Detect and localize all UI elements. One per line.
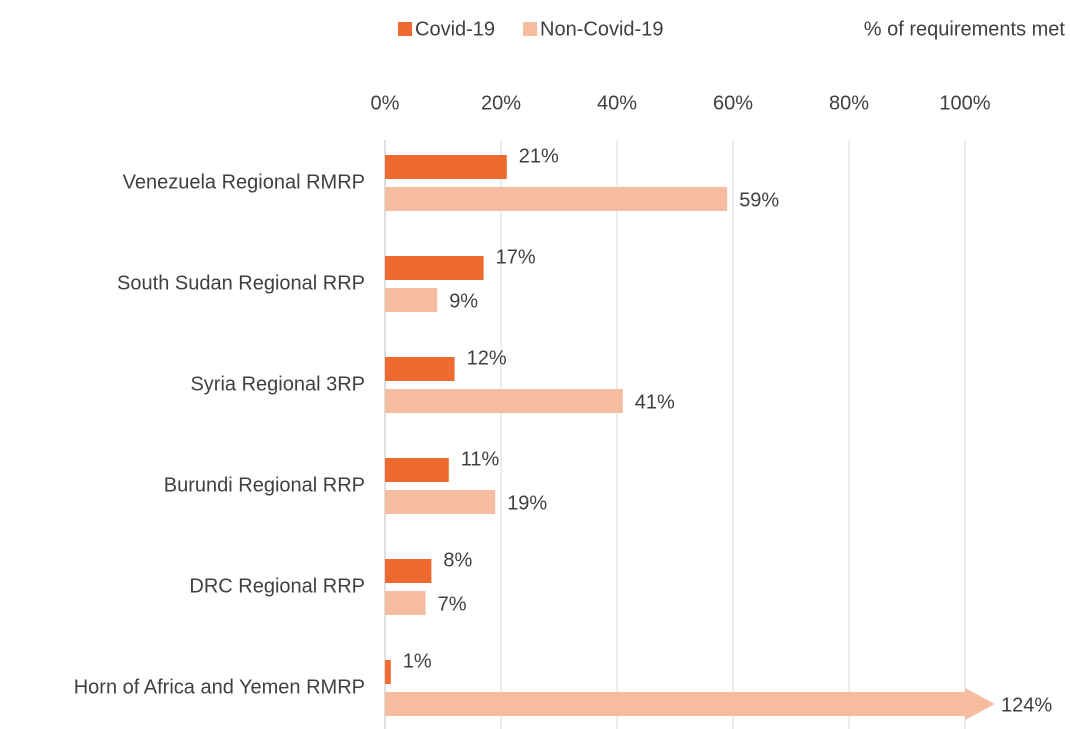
y-tick-label: Venezuela Regional RMRP [123, 171, 365, 193]
bar [385, 490, 496, 514]
data-label: 12% [467, 347, 507, 369]
data-label: 124% [1001, 694, 1052, 716]
bar [385, 256, 484, 280]
data-label: 19% [507, 492, 547, 514]
bar [385, 187, 728, 211]
data-label: 9% [449, 290, 478, 312]
data-label: 17% [496, 246, 536, 268]
axis-label: % of requirements met [864, 18, 1066, 40]
data-label: 11% [461, 448, 500, 470]
bar [385, 155, 507, 179]
x-tick-label: 60% [713, 92, 753, 114]
bar [385, 458, 449, 482]
legend-swatch [523, 22, 538, 36]
data-label: 59% [739, 189, 779, 211]
legend-label: Covid-19 [415, 18, 495, 40]
x-tick-label: 100% [939, 92, 990, 114]
y-tick-label: Horn of Africa and Yemen RMRP [74, 676, 365, 698]
y-tick-label: South Sudan Regional RRP [117, 272, 365, 294]
x-tick-label: 20% [481, 92, 521, 114]
x-tick-label: 40% [597, 92, 637, 114]
overflow-arrow [965, 688, 995, 720]
data-label: 8% [443, 549, 472, 571]
bar [385, 591, 426, 615]
bar [385, 288, 438, 312]
y-tick-label: Syria Regional 3RP [190, 373, 365, 395]
x-tick-label: 80% [829, 92, 869, 114]
bar [385, 357, 455, 381]
bar [385, 559, 432, 583]
y-tick-label: DRC Regional RRP [189, 575, 365, 597]
data-label: 1% [403, 650, 432, 672]
data-label: 21% [519, 145, 559, 167]
data-label: 41% [635, 391, 675, 413]
data-label: 7% [438, 593, 467, 615]
legend-swatch [398, 22, 412, 36]
y-tick-label: Burundi Regional RRP [164, 474, 365, 496]
bar [385, 389, 623, 413]
bar [385, 660, 391, 684]
x-tick-label: 0% [371, 92, 400, 114]
legend-label: Non-Covid-19 [540, 18, 663, 40]
bar [385, 692, 966, 716]
plot-area [385, 155, 966, 716]
